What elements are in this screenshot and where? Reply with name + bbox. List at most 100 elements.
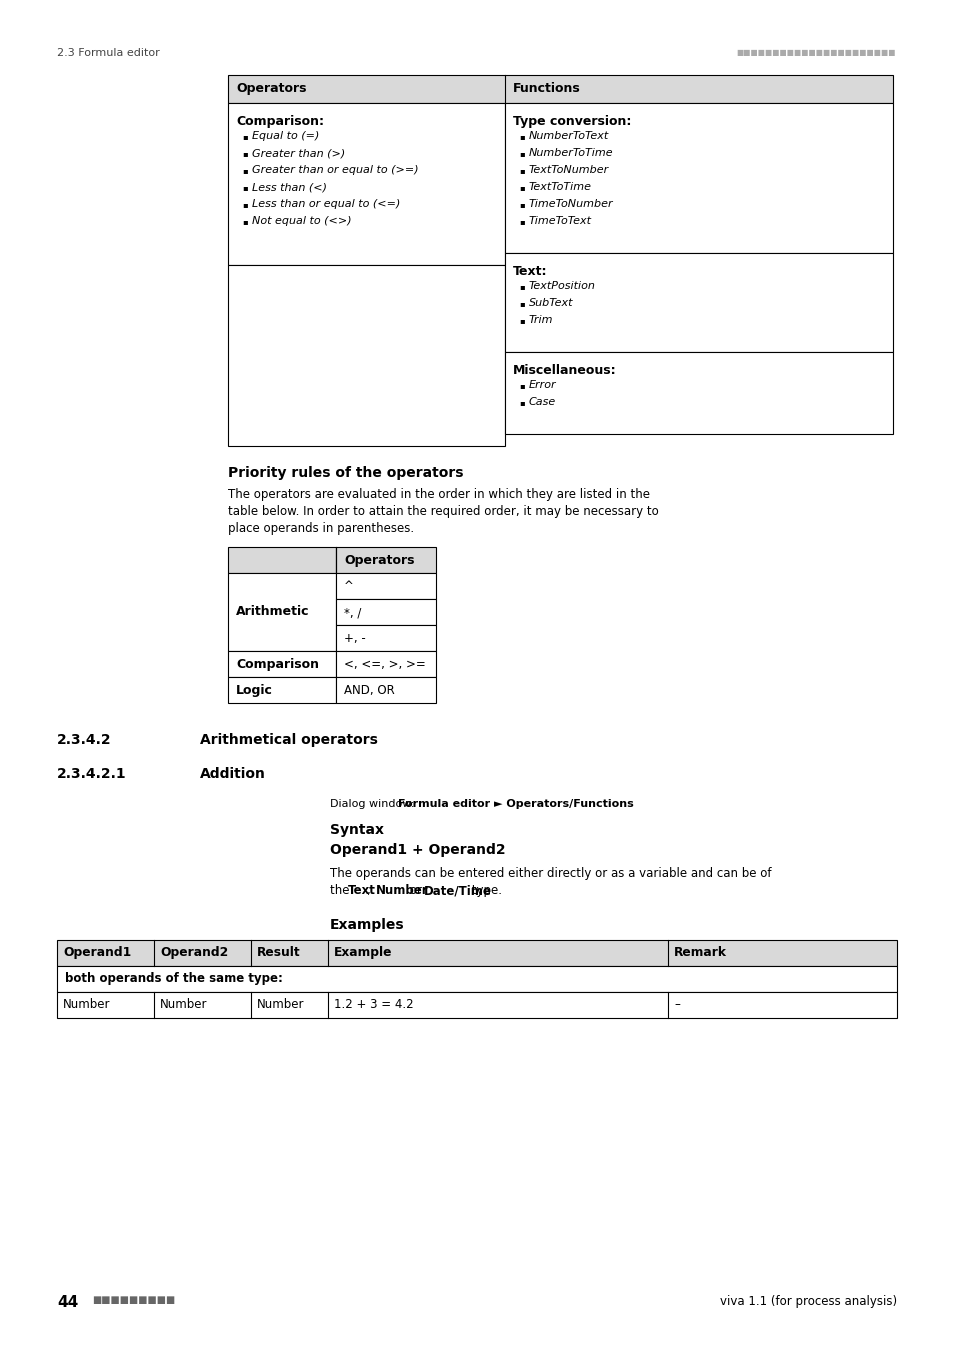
Text: Result: Result bbox=[256, 946, 300, 958]
Text: Logic: Logic bbox=[235, 684, 273, 697]
Text: ^: ^ bbox=[344, 580, 354, 593]
Text: Remark: Remark bbox=[673, 946, 726, 958]
Bar bbox=[228, 103, 504, 265]
Text: Not equal to (<>): Not equal to (<>) bbox=[252, 216, 352, 225]
Text: Less than (<): Less than (<) bbox=[252, 182, 327, 192]
Text: Number: Number bbox=[63, 998, 111, 1011]
Text: Equal to (=): Equal to (=) bbox=[252, 131, 319, 140]
Text: TextToNumber: TextToNumber bbox=[529, 165, 609, 176]
Bar bbox=[228, 265, 504, 446]
Bar bbox=[228, 676, 335, 703]
Text: ▪: ▪ bbox=[518, 217, 524, 225]
Text: Operand2: Operand2 bbox=[160, 946, 228, 958]
Text: 2.3 Formula editor: 2.3 Formula editor bbox=[57, 49, 159, 58]
Text: ▪: ▪ bbox=[242, 200, 248, 209]
Bar bbox=[504, 103, 892, 252]
Text: Arithmetic: Arithmetic bbox=[235, 605, 309, 618]
Text: viva 1.1 (for process analysis): viva 1.1 (for process analysis) bbox=[720, 1295, 896, 1308]
Text: Comparison: Comparison bbox=[235, 657, 318, 671]
Bar bbox=[335, 625, 436, 651]
Text: Number: Number bbox=[160, 998, 208, 1011]
Text: ▪: ▪ bbox=[518, 381, 524, 390]
Text: Comparison:: Comparison: bbox=[235, 115, 324, 128]
Text: Priority rules of the operators: Priority rules of the operators bbox=[228, 466, 463, 481]
Text: 44: 44 bbox=[57, 1295, 78, 1309]
Text: Syntax: Syntax bbox=[330, 824, 384, 837]
Bar bbox=[57, 992, 896, 1018]
Text: or: or bbox=[405, 884, 425, 896]
Bar bbox=[504, 252, 892, 352]
Text: the: the bbox=[330, 884, 353, 896]
Bar bbox=[335, 651, 436, 676]
Text: NumberToTime: NumberToTime bbox=[529, 148, 613, 158]
Text: ▪: ▪ bbox=[518, 316, 524, 325]
Text: ▪: ▪ bbox=[242, 166, 248, 176]
Text: ▪: ▪ bbox=[242, 148, 248, 158]
Text: Miscellaneous:: Miscellaneous: bbox=[513, 364, 616, 377]
Text: ■■■■■■■■■■■■■■■■■■■■■■: ■■■■■■■■■■■■■■■■■■■■■■ bbox=[736, 49, 895, 57]
Bar bbox=[57, 940, 896, 967]
Text: Text: Text bbox=[347, 884, 375, 896]
Bar bbox=[57, 967, 896, 992]
Text: The operators are evaluated in the order in which they are listed in the: The operators are evaluated in the order… bbox=[228, 487, 649, 501]
Text: both operands of the same type:: both operands of the same type: bbox=[65, 972, 283, 986]
Text: The operands can be entered either directly or as a variable and can be of: The operands can be entered either direc… bbox=[330, 867, 771, 880]
Text: *, /: *, / bbox=[344, 606, 361, 620]
Text: TextPosition: TextPosition bbox=[529, 281, 596, 292]
Text: place operands in parentheses.: place operands in parentheses. bbox=[228, 522, 414, 535]
Bar bbox=[335, 572, 436, 599]
Text: 1.2 + 3 = 4.2: 1.2 + 3 = 4.2 bbox=[334, 998, 414, 1011]
Text: <, <=, >, >=: <, <=, >, >= bbox=[344, 657, 425, 671]
Text: Text:: Text: bbox=[513, 265, 547, 278]
Text: Trim: Trim bbox=[529, 315, 553, 325]
Text: Operand1 + Operand2: Operand1 + Operand2 bbox=[330, 842, 505, 857]
Text: Arithmetical operators: Arithmetical operators bbox=[200, 733, 377, 747]
Text: type.: type. bbox=[467, 884, 501, 896]
Text: Addition: Addition bbox=[200, 767, 266, 782]
Text: ▪: ▪ bbox=[518, 132, 524, 140]
Text: ▪: ▪ bbox=[518, 298, 524, 308]
Text: Functions: Functions bbox=[513, 82, 580, 94]
Text: ▪: ▪ bbox=[518, 282, 524, 292]
Bar bbox=[335, 547, 436, 572]
Text: ▪: ▪ bbox=[518, 148, 524, 158]
Text: ,: , bbox=[367, 884, 375, 896]
Text: ▪: ▪ bbox=[242, 132, 248, 140]
Bar bbox=[228, 547, 335, 572]
Text: ▪: ▪ bbox=[242, 184, 248, 192]
Text: table below. In order to attain the required order, it may be necessary to: table below. In order to attain the requ… bbox=[228, 505, 659, 518]
Bar bbox=[228, 651, 335, 676]
Text: AND, OR: AND, OR bbox=[344, 684, 395, 697]
Text: Examples: Examples bbox=[330, 918, 404, 932]
Text: Date/Time: Date/Time bbox=[423, 884, 491, 896]
Bar bbox=[504, 352, 892, 433]
Text: ▪: ▪ bbox=[518, 200, 524, 209]
Text: Greater than (>): Greater than (>) bbox=[252, 148, 345, 158]
Text: ■■■■■■■■■: ■■■■■■■■■ bbox=[91, 1295, 175, 1305]
Text: ▪: ▪ bbox=[518, 398, 524, 406]
Text: Error: Error bbox=[529, 379, 556, 390]
Text: 2.3.4.2.1: 2.3.4.2.1 bbox=[57, 767, 127, 782]
Text: Operand1: Operand1 bbox=[63, 946, 132, 958]
Text: Example: Example bbox=[334, 946, 392, 958]
Text: 2.3.4.2: 2.3.4.2 bbox=[57, 733, 112, 747]
Text: ▪: ▪ bbox=[242, 217, 248, 225]
Text: Number: Number bbox=[375, 884, 429, 896]
Bar bbox=[228, 572, 335, 651]
Text: SubText: SubText bbox=[529, 298, 573, 308]
Bar bbox=[335, 599, 436, 625]
Text: Formula editor ► Operators/Functions: Formula editor ► Operators/Functions bbox=[397, 799, 633, 809]
Bar bbox=[335, 676, 436, 703]
Text: Operators: Operators bbox=[235, 82, 306, 94]
Text: Number: Number bbox=[256, 998, 304, 1011]
Text: Less than or equal to (<=): Less than or equal to (<=) bbox=[252, 198, 400, 209]
Text: +, -: +, - bbox=[344, 632, 365, 645]
Text: NumberToText: NumberToText bbox=[529, 131, 609, 140]
Bar bbox=[228, 76, 892, 103]
Text: Case: Case bbox=[529, 397, 556, 406]
Text: TextToTime: TextToTime bbox=[529, 182, 592, 192]
Text: Dialog window:: Dialog window: bbox=[330, 799, 417, 809]
Text: TimeToNumber: TimeToNumber bbox=[529, 198, 613, 209]
Text: ▪: ▪ bbox=[518, 166, 524, 176]
Text: Type conversion:: Type conversion: bbox=[513, 115, 631, 128]
